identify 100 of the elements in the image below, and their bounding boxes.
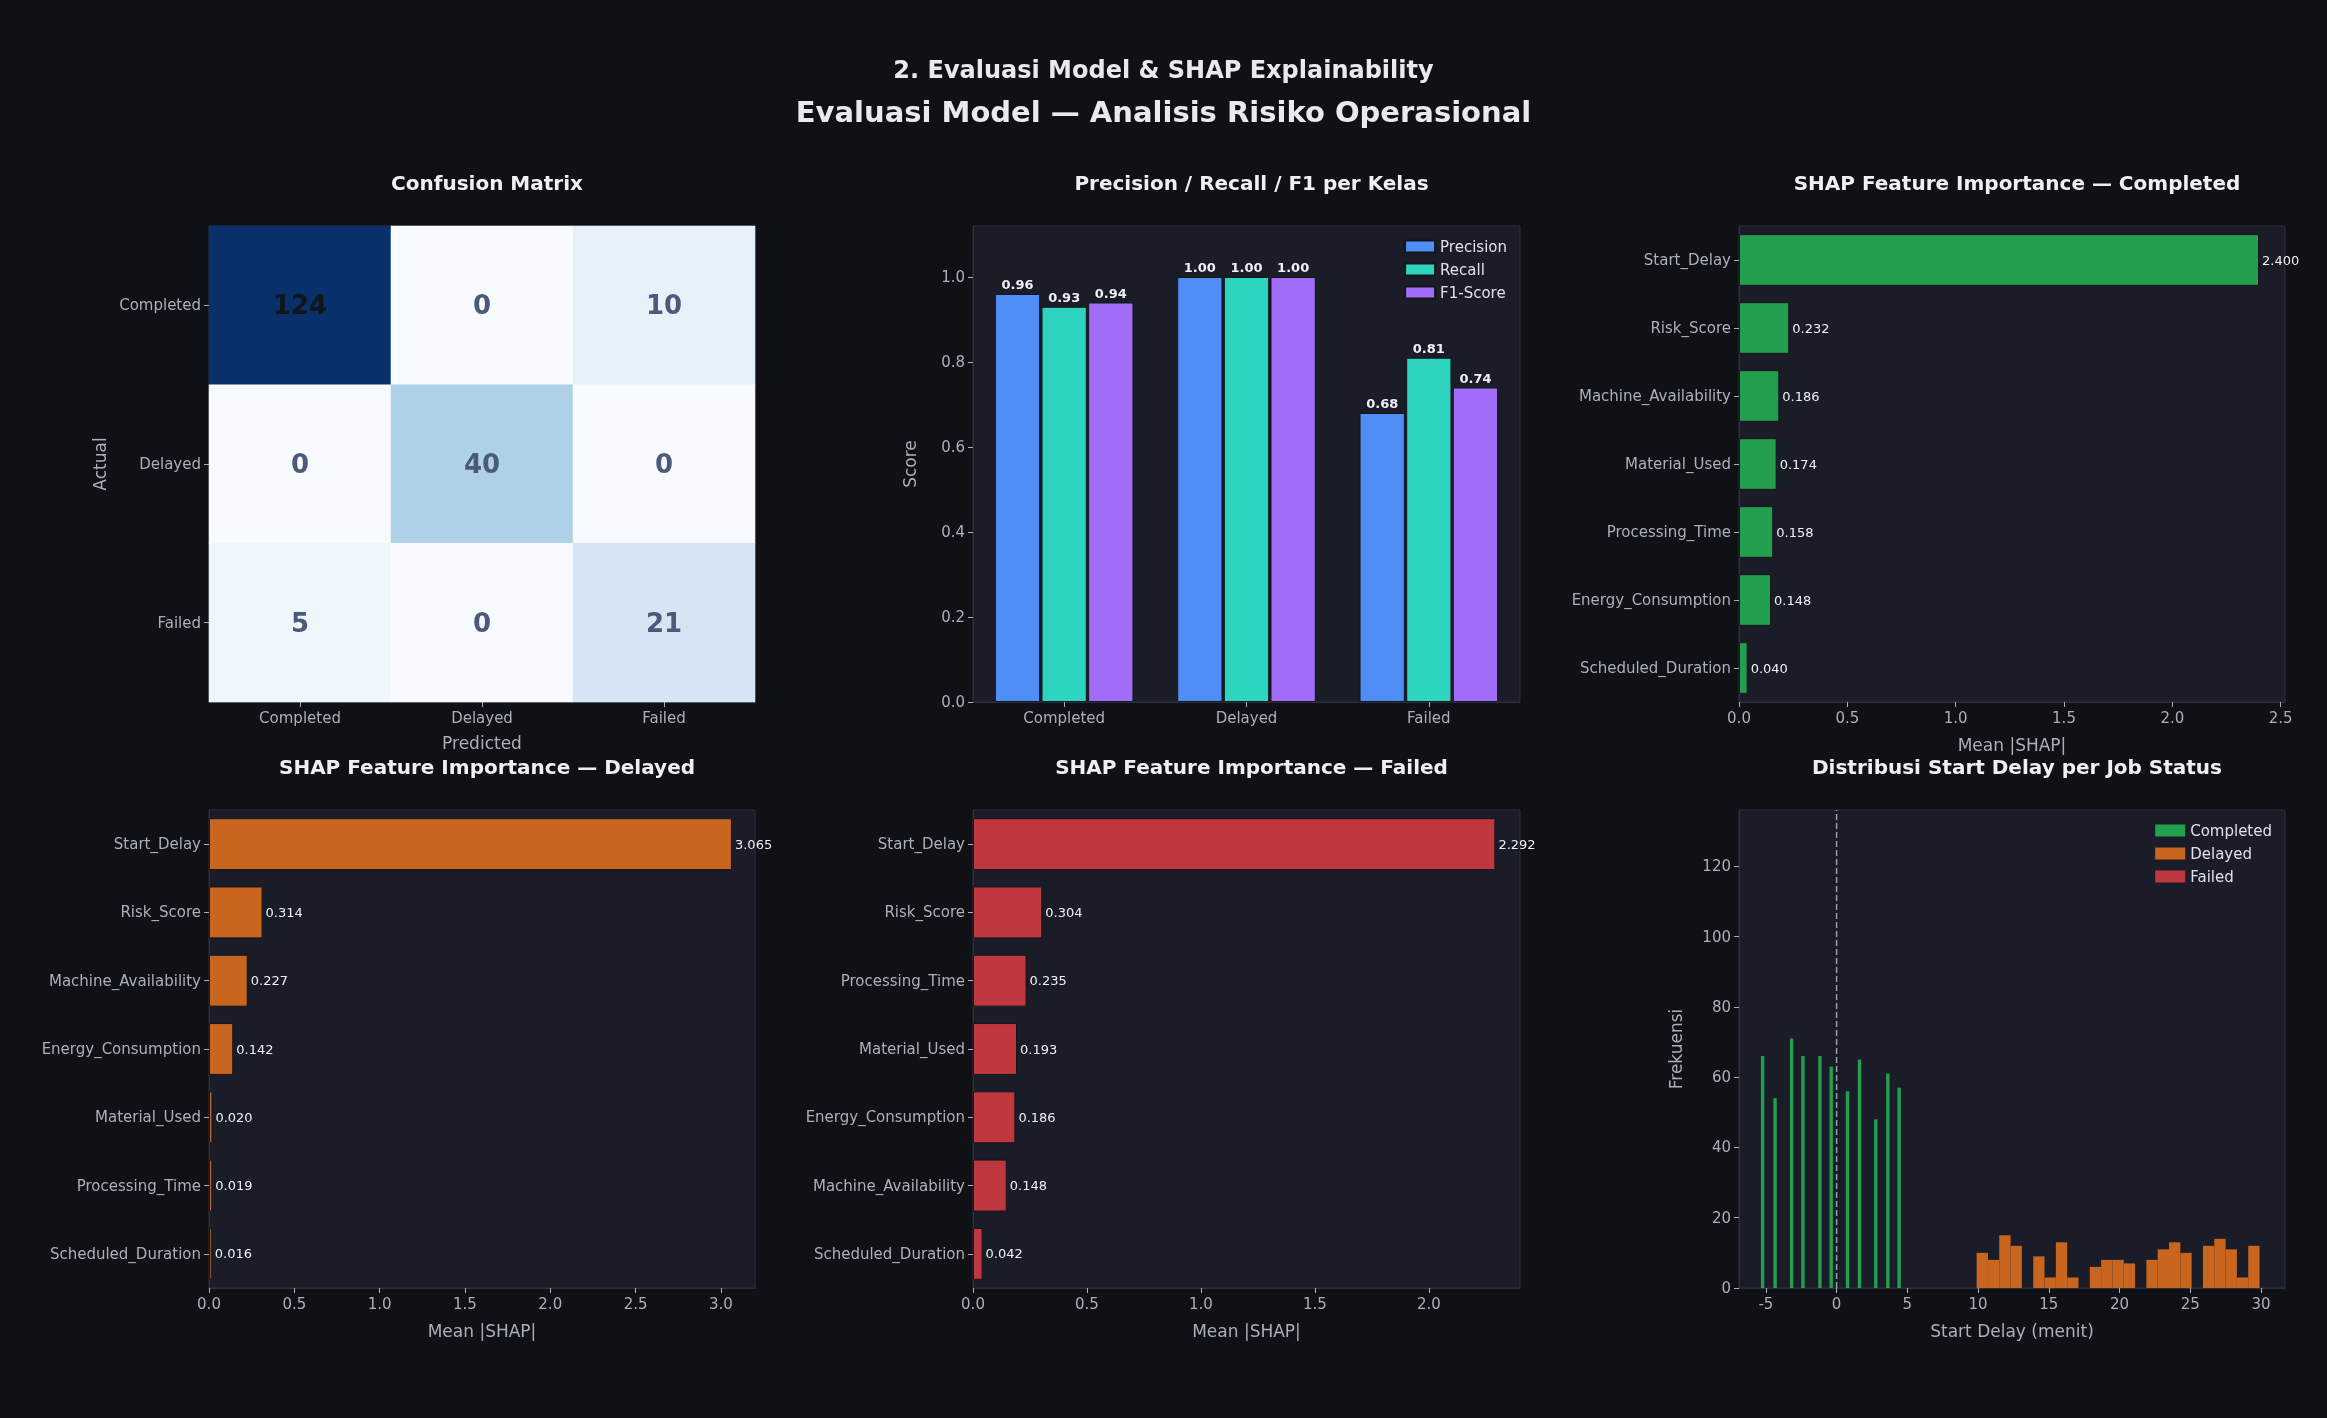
x-axis-title: Start Delay (menit) [1930,1320,2094,1341]
data-label: 10 [645,290,683,321]
chart-title: Confusion Matrix [391,171,584,195]
y-tick-label: 60 [1711,1068,1731,1087]
y-tick-label: 100 [1702,927,1731,946]
x-tick-label: -5 [1758,1294,1774,1313]
data-label: 0 [290,449,310,479]
y-tick-label: Start_Delay [877,835,966,855]
chart-title: Distribusi Start Delay per Job Status [1812,755,2222,779]
data-label: 0.94 [1094,285,1127,301]
data-label: 0.148 [1774,592,1812,608]
data-label: 1.00 [1277,260,1310,275]
x-tick-label: 2.0 [1416,1294,1441,1313]
data-label: 0.96 [1001,277,1034,292]
data-label: 1.00 [1183,260,1216,275]
x-tick-label: 15 [2039,1294,2059,1313]
data-label: 0.74 [1459,370,1492,386]
data-label: 0.042 [985,1246,1023,1262]
x-tick-label: 0.5 [282,1294,307,1313]
legend-label: Failed [2190,867,2234,886]
y-tick-label: 1.0 [941,268,965,286]
data-label: 0.93 [1048,289,1081,305]
x-tick-label: 1.0 [1943,708,1968,727]
data-label: 0 [472,290,492,321]
y-tick-label: Scheduled_Duration [813,1244,965,1264]
x-axis-title: Predicted [442,732,522,753]
data-label: 124 [272,290,328,321]
y-tick-label: Machine_Availability [812,1176,966,1196]
y-tick-label: Risk_Score [884,903,965,923]
data-label: 0 [472,607,492,638]
x-axis-title: Mean |SHAP| [1192,1320,1301,1341]
y-tick-label: Scheduled_Duration [1579,659,1731,678]
data-label: 0.158 [1776,524,1814,540]
x-tick-label: 3.0 [708,1294,733,1313]
chart-title: SHAP Feature Importance — Delayed [278,755,696,779]
x-tick-label: 2.5 [623,1294,648,1313]
x-tick-label: 0.5 [1075,1294,1099,1313]
data-label: 0.148 [1009,1178,1047,1194]
data-label: 2.400 [2262,252,2300,268]
data-label: 0.304 [1045,904,1083,920]
data-label: 21 [645,607,683,638]
x-tick-label: Delayed [451,708,513,727]
x-tick-label: 1.0 [367,1294,392,1313]
data-label: 0.019 [215,1178,253,1194]
y-tick-label: 0 [1721,1279,1731,1297]
data-label: 40 [463,449,501,479]
y-axis-title: Frekuensi [1665,1008,1686,1090]
x-tick-label: 25 [2180,1294,2200,1313]
bar [1801,1056,1805,1288]
bar [1773,1098,1777,1288]
data-label: 0.020 [215,1109,253,1125]
data-label: 0.68 [1366,396,1399,411]
y-tick-label: Energy_Consumption [41,1040,201,1059]
data-label: 0.314 [265,904,303,920]
y-tick-label: 20 [1711,1208,1731,1227]
bar [1886,1073,1890,1288]
data-label: 0 [654,449,674,479]
x-tick-label: 20 [2109,1294,2130,1313]
x-axis-title: Mean |SHAP| [1957,734,2067,755]
data-label: 0.81 [1412,340,1445,356]
y-tick-label: Material_Used [1625,455,1731,474]
y-tick-label: 0.0 [941,693,965,711]
y-tick-label: Machine_Availability [1578,387,1732,406]
y-tick-label: Processing_Time [840,971,965,991]
x-tick-label: 0 [1831,1294,1842,1313]
y-tick-label: Start_Delay [1643,251,1732,270]
text: Evaluasi Model — Analisis Risiko Operasional [794,95,1533,129]
y-tick-label: Processing_Time [76,1176,201,1196]
x-tick-label: 30 [2251,1294,2271,1313]
y-tick-label: Energy_Consumption [805,1108,965,1128]
x-tick-label: Failed [642,708,686,727]
x-tick-label: 1.5 [453,1294,477,1313]
x-tick-label: 2.0 [538,1294,563,1313]
y-tick-label: Machine_Availability [48,971,202,991]
x-tick-label: 5 [1902,1294,1913,1313]
y-tick-label: Failed [157,613,201,632]
data-label: 0.227 [250,973,288,989]
data-label: 0.232 [1792,320,1830,336]
y-tick-label: Delayed [139,455,201,473]
x-tick-label: 1.0 [1188,1294,1213,1313]
data-label: 0.186 [1782,388,1820,404]
y-tick-label: Completed [119,296,201,315]
y-tick-label: 40 [1711,1138,1731,1157]
y-tick-label: Risk_Score [120,903,201,923]
y-tick-label: 80 [1711,997,1731,1016]
y-tick-label: Material_Used [95,1108,201,1128]
x-tick-label: Delayed [1215,708,1278,727]
y-tick-label: Energy_Consumption [1571,591,1731,610]
chart-title: SHAP Feature Importance — Completed [1793,171,2241,195]
y-axis-title: Score [899,440,920,488]
text: 2. Evaluasi Model & SHAP Explainability [892,56,1435,84]
chart-title: Precision / Recall / F1 per Kelas [1074,171,1429,195]
x-tick-label: 1.5 [2052,708,2076,727]
y-tick-label: Start_Delay [113,835,202,855]
y-tick-label: Processing_Time [1606,523,1731,542]
data-label: 0.040 [1750,660,1788,676]
y-tick-label: 0.2 [941,608,965,626]
legend-label: Precision [1440,237,1508,256]
y-tick-label: 0.6 [941,438,965,456]
data-label: 1.00 [1230,260,1263,275]
